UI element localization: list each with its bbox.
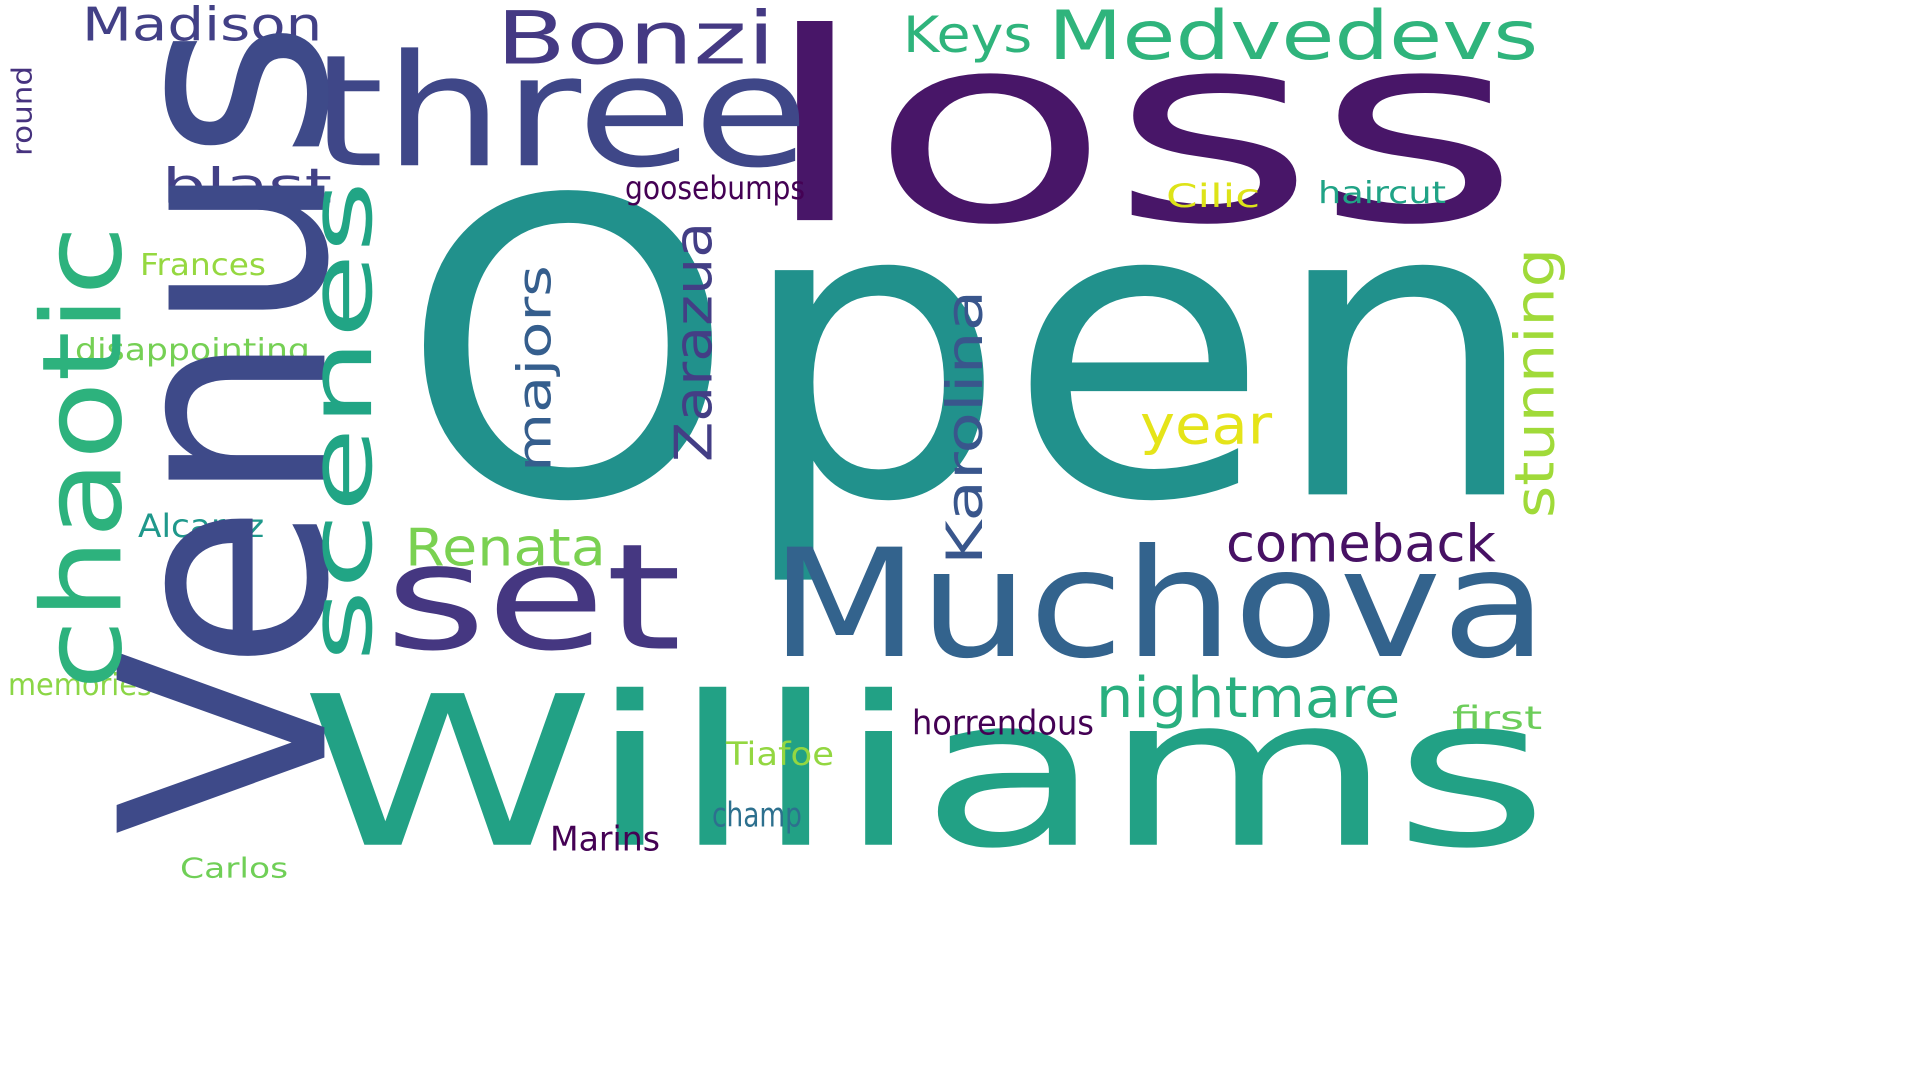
word-majors: majors <box>507 265 562 472</box>
word-bonzi: Bonzi <box>496 0 776 81</box>
word-blast: blast <box>162 157 332 214</box>
word-frances: Frances <box>140 247 266 283</box>
word-cloud: Open loss Williams Muchova three set Med… <box>5 0 1567 882</box>
word-three: three <box>310 21 810 203</box>
word-madison: Madison <box>82 0 323 52</box>
word-haircut: haircut <box>1318 175 1446 211</box>
word-comeback: comeback <box>1226 513 1496 575</box>
word-medvedevs: Medvedevs <box>1048 0 1539 76</box>
word-tiafoe: Tiafoe <box>726 735 834 773</box>
word-keys: Keys <box>903 5 1033 64</box>
word-zarazua: Zarazua <box>663 221 725 462</box>
word-cilic: Cilic <box>1166 177 1261 215</box>
word-williams: Williams <box>300 651 1549 882</box>
word-open: Open <box>400 113 1541 593</box>
word-nightmare: nightmare <box>1096 664 1401 731</box>
word-loss: loss <box>760 0 1521 283</box>
word-first: first <box>1452 699 1543 737</box>
word-marins: Marins <box>550 818 660 859</box>
word-round: round <box>5 65 39 156</box>
word-horrendous: horrendous <box>912 702 1094 743</box>
word-muchova: Muchova <box>770 516 1548 692</box>
word-disappointing: disappointing <box>75 332 310 368</box>
word-year: year <box>1140 393 1273 457</box>
word-karolina: Karolina <box>935 289 995 565</box>
word-memories: memories <box>8 667 153 703</box>
word-champ: champ <box>712 794 802 835</box>
word-renata: Renata <box>405 517 606 579</box>
word-alcaraz: Alcaraz <box>138 507 265 545</box>
word-carlos: Carlos <box>180 851 289 882</box>
word-stunning: stunning <box>1503 247 1567 518</box>
word-set: set <box>385 511 682 684</box>
word-scenes: scenes <box>290 180 392 662</box>
word-goosebumps: goosebumps <box>625 169 806 207</box>
word-chaotic: chaotic <box>18 225 147 690</box>
